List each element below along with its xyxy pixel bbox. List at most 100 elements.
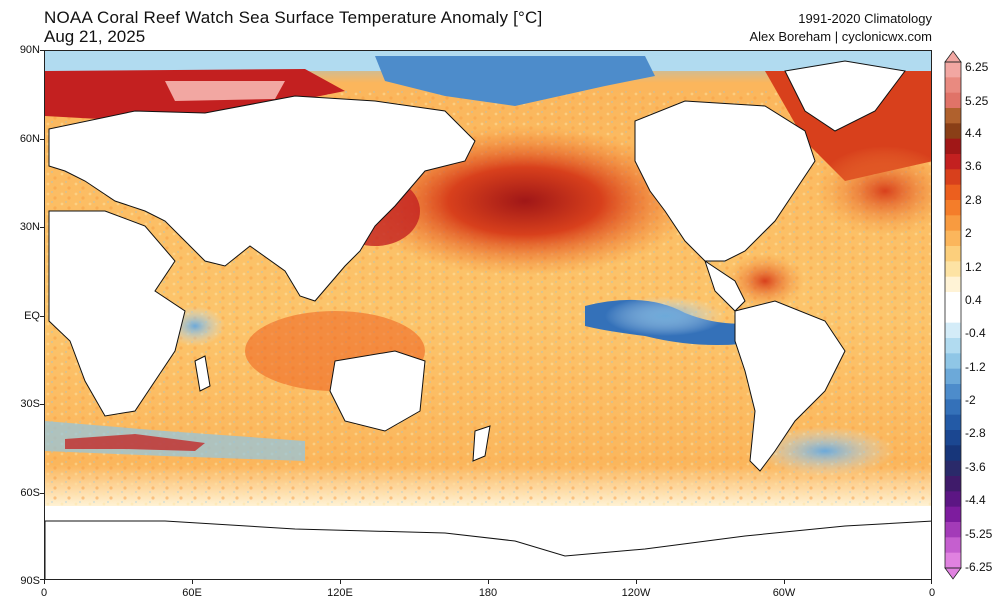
- colorbar-segment: [945, 460, 961, 477]
- map-canvas: [45, 51, 931, 579]
- colorbar-segment: [945, 169, 961, 186]
- lon-label: 120E: [327, 587, 353, 599]
- colorbar-top-arrow: [944, 50, 962, 63]
- colorbar-segment: [945, 537, 961, 554]
- colorbar-label: -1.2: [965, 360, 986, 374]
- colorbar-segment: [945, 77, 961, 94]
- colorbar-segment: [945, 184, 961, 201]
- equatorial-cool-halo: [605, 296, 725, 336]
- map-date: Aug 21, 2025: [44, 27, 146, 46]
- lon-tick: [340, 580, 341, 584]
- colorbar-segment: [945, 307, 961, 324]
- colorbar-segment: [945, 246, 961, 262]
- colorbar-label: 2: [965, 226, 972, 240]
- colorbar-segment: [945, 92, 961, 109]
- lat-tick: [40, 139, 44, 140]
- lon-label: 60E: [182, 587, 202, 599]
- colorbar-label: -6.25: [965, 560, 993, 574]
- new-zealand: [472, 425, 491, 462]
- lon-label: 180: [478, 587, 498, 599]
- colorbar-segment: [945, 476, 961, 492]
- colorbar-segment: [945, 368, 961, 385]
- colorbar-segment: [945, 292, 961, 308]
- colorbar-segment: [945, 338, 961, 354]
- colorbar-label: 6.25: [965, 60, 989, 74]
- colorbar-label: 2.8: [965, 193, 982, 207]
- lon-tick: [44, 580, 45, 584]
- colorbar-segment: [945, 522, 961, 538]
- colorbar: [944, 50, 962, 580]
- colorbar-segment: [945, 445, 961, 462]
- eurasia: [48, 95, 476, 302]
- colorbar-segment: [945, 62, 961, 78]
- lat-label: EQ: [24, 310, 40, 322]
- colorbar-segment: [945, 123, 961, 140]
- sst-anomaly-map: [44, 50, 932, 580]
- lon-label: 0: [928, 587, 936, 599]
- credit-label: Alex Boreham | cyclonicwx.com: [749, 29, 932, 44]
- colorbar-segment: [945, 138, 961, 155]
- lat-label: 60N: [19, 133, 40, 145]
- lon-tick: [931, 580, 932, 584]
- colorbar-segment: [945, 430, 961, 446]
- lon-tick: [192, 580, 193, 584]
- greenland: [784, 60, 906, 132]
- africa: [48, 210, 186, 417]
- colorbar-segment: [945, 230, 961, 247]
- colorbar-segment: [945, 215, 961, 232]
- colorbar-label: -4.4: [965, 493, 986, 507]
- arctic-cool-anomaly: [375, 56, 655, 106]
- colorbar-segment: [945, 276, 961, 293]
- south-america: [734, 300, 846, 472]
- continents: [45, 60, 931, 579]
- colorbar-label: 3.6: [965, 159, 982, 173]
- lat-label: 60S: [20, 487, 40, 499]
- lat-label: 90N: [19, 44, 40, 56]
- colorbar-label: 5.25: [965, 94, 989, 108]
- colorbar-segment: [945, 353, 961, 370]
- lon-tick: [488, 580, 489, 584]
- colorbar-label: -5.25: [965, 527, 993, 541]
- australia: [329, 350, 426, 432]
- colorbar-label: -2: [965, 393, 976, 407]
- lat-tick: [40, 493, 44, 494]
- colorbar-segment: [945, 384, 961, 400]
- central-america: [704, 259, 746, 312]
- madagascar: [194, 355, 211, 392]
- lat-label: 30N: [19, 221, 40, 233]
- colorbar-label: 1.2: [965, 260, 982, 274]
- lon-label: 120W: [621, 587, 651, 599]
- kara-extreme-anomaly: [165, 81, 285, 101]
- lat-tick: [40, 579, 44, 580]
- colorbar-label: -2.8: [965, 426, 986, 440]
- climatology-label: 1991-2020 Climatology: [798, 11, 932, 26]
- colorbar-segment: [945, 322, 961, 339]
- lon-tick: [784, 580, 785, 584]
- colorbar-segment: [945, 200, 961, 216]
- gulf-of-mexico-warm: [725, 253, 805, 309]
- colorbar-segment: [945, 261, 961, 278]
- colorbar-segment: [945, 491, 961, 508]
- colorbar-segment: [945, 552, 961, 569]
- colorbar-segment: [945, 399, 961, 416]
- antarctica: [45, 520, 931, 579]
- colorbar-label: -0.4: [965, 326, 986, 340]
- lat-tick: [40, 404, 44, 405]
- north-america: [634, 100, 816, 262]
- colorbar-segment: [945, 506, 961, 523]
- lat-tick: [40, 227, 44, 228]
- east-atlantic-warm: [815, 146, 931, 236]
- colorbar-label: 0.4: [965, 293, 982, 307]
- lat-tick: [40, 50, 44, 51]
- southern-indian-warm-eddies: [65, 434, 205, 451]
- map-title: NOAA Coral Reef Watch Sea Surface Temper…: [44, 8, 543, 27]
- south-atlantic-cool: [755, 426, 895, 476]
- colorbar-frame: [944, 61, 962, 569]
- colorbar-label: -3.6: [965, 460, 986, 474]
- colorbar-segment: [945, 108, 961, 124]
- lon-label: 60W: [772, 587, 796, 599]
- colorbar-label: 4.4: [965, 126, 982, 140]
- lat-label: 90S: [20, 575, 40, 587]
- colorbar-segment: [945, 414, 961, 431]
- lon-tick: [636, 580, 637, 584]
